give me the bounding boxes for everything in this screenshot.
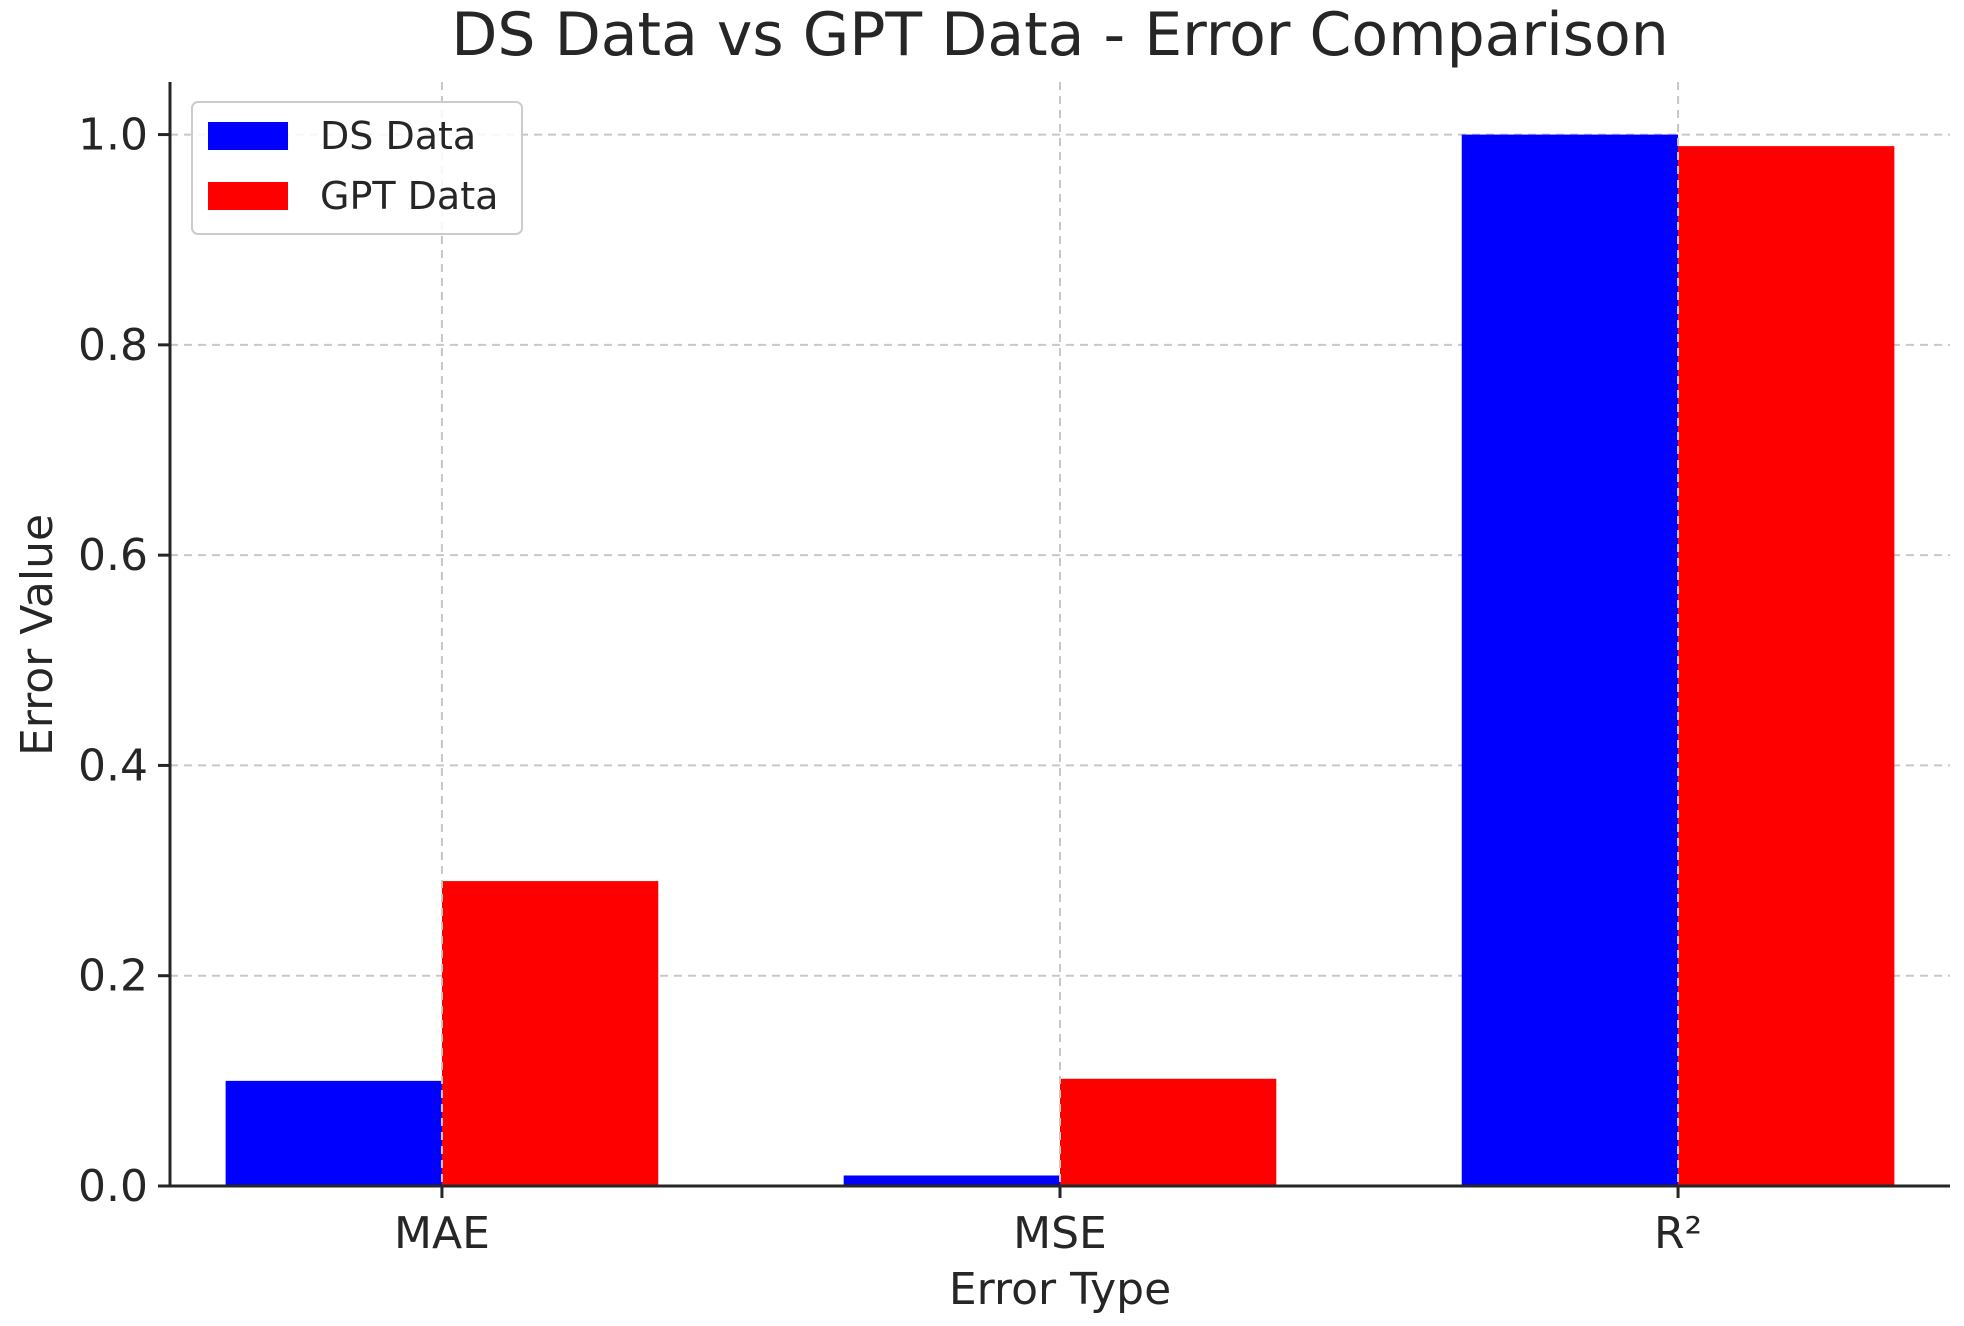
legend: DS Data GPT Data	[191, 101, 523, 235]
chart-title: DS Data vs GPT Data - Error Comparison	[451, 0, 1669, 70]
bars	[225, 82, 1895, 1187]
legend-label: GPT Data	[320, 174, 498, 218]
y-tick-label: 0.8	[78, 320, 148, 371]
y-tick-label: 0.2	[78, 951, 148, 1002]
bar-gpt-data-1	[1060, 1078, 1277, 1186]
y-tick-label: 0.0	[78, 1161, 148, 1212]
bar-gpt-data-0	[441, 881, 659, 1186]
y-tick-label: 1.0	[78, 110, 148, 161]
axes	[158, 82, 1950, 1198]
x-tick-label: MAE	[394, 1208, 490, 1259]
x-tick-label: MSE	[1013, 1208, 1107, 1259]
x-tick-label: R²	[1654, 1208, 1702, 1259]
y-axis-label: Error Value	[12, 514, 63, 756]
x-axis-label: Error Type	[949, 1264, 1171, 1315]
y-tick-label: 0.6	[78, 530, 148, 581]
tick-labels: 0.0 0.2 0.4 0.6 0.8 1.0 MAE MSE R²	[78, 110, 1702, 1259]
legend-swatch	[208, 182, 288, 210]
y-tick-label: 0.4	[78, 740, 148, 791]
bar-gpt-data-2	[1678, 146, 1895, 1186]
legend-swatch	[208, 122, 288, 150]
bar-ds-data-0	[225, 1080, 442, 1186]
bar-ds-data-1	[843, 1175, 1060, 1186]
bar-ds-data-2	[1461, 134, 1679, 1187]
legend-label: DS Data	[320, 114, 476, 158]
